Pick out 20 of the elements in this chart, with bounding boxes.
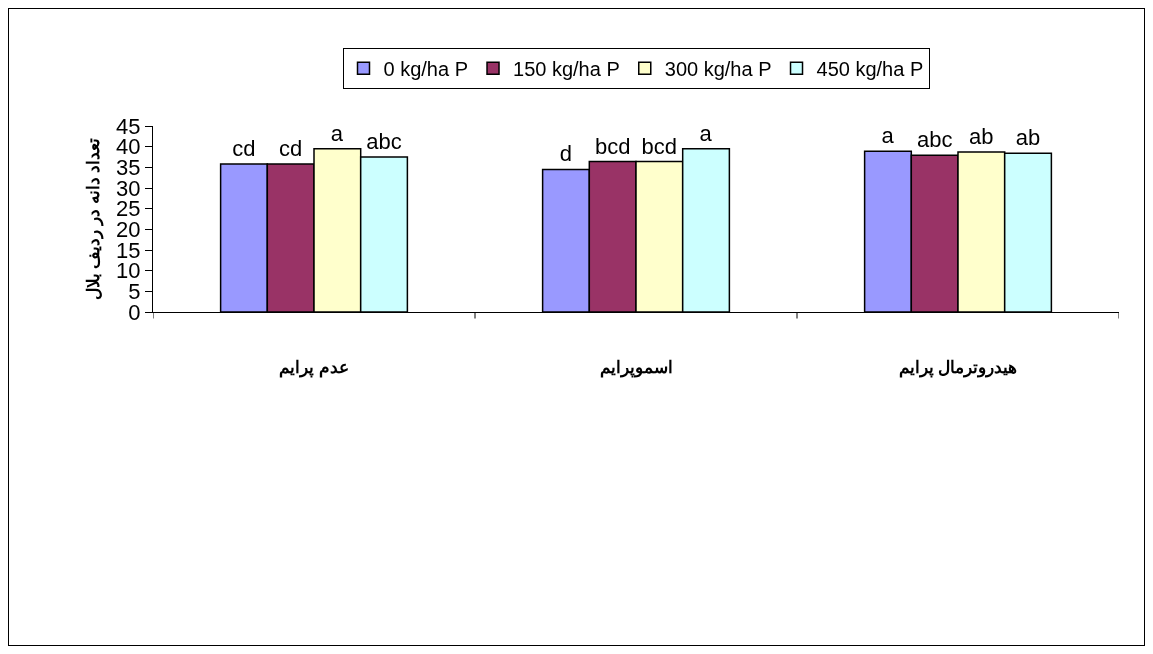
- legend-label: 450 kg/ha P: [816, 58, 924, 81]
- x-tick-label: اسموپرایم: [599, 358, 673, 379]
- x-tick-label: هیدروترمال پرایم: [898, 358, 1018, 379]
- data-label: bcd: [594, 133, 631, 159]
- legend-label: 0 kg/ha P: [383, 58, 469, 81]
- data-label: cd: [232, 136, 256, 162]
- data-label: bcd: [641, 133, 678, 159]
- data-label: a: [881, 123, 895, 149]
- data-label: d: [559, 141, 573, 167]
- data-label: a: [330, 120, 344, 146]
- data-label: ab: [969, 124, 994, 150]
- data-label: ab: [1015, 125, 1041, 151]
- data-label: cd: [279, 136, 303, 162]
- legend-label: 150 kg/ha P: [513, 58, 620, 81]
- legend-label: 300 kg/ha P: [664, 58, 772, 81]
- y-axis-title: تعداد دانه در ردیف بلال: [83, 137, 104, 301]
- data-label: a: [699, 120, 713, 146]
- data-label: abc: [366, 129, 402, 154]
- x-tick-label: عدم پرایم: [279, 358, 349, 379]
- data-label: abc: [916, 127, 953, 153]
